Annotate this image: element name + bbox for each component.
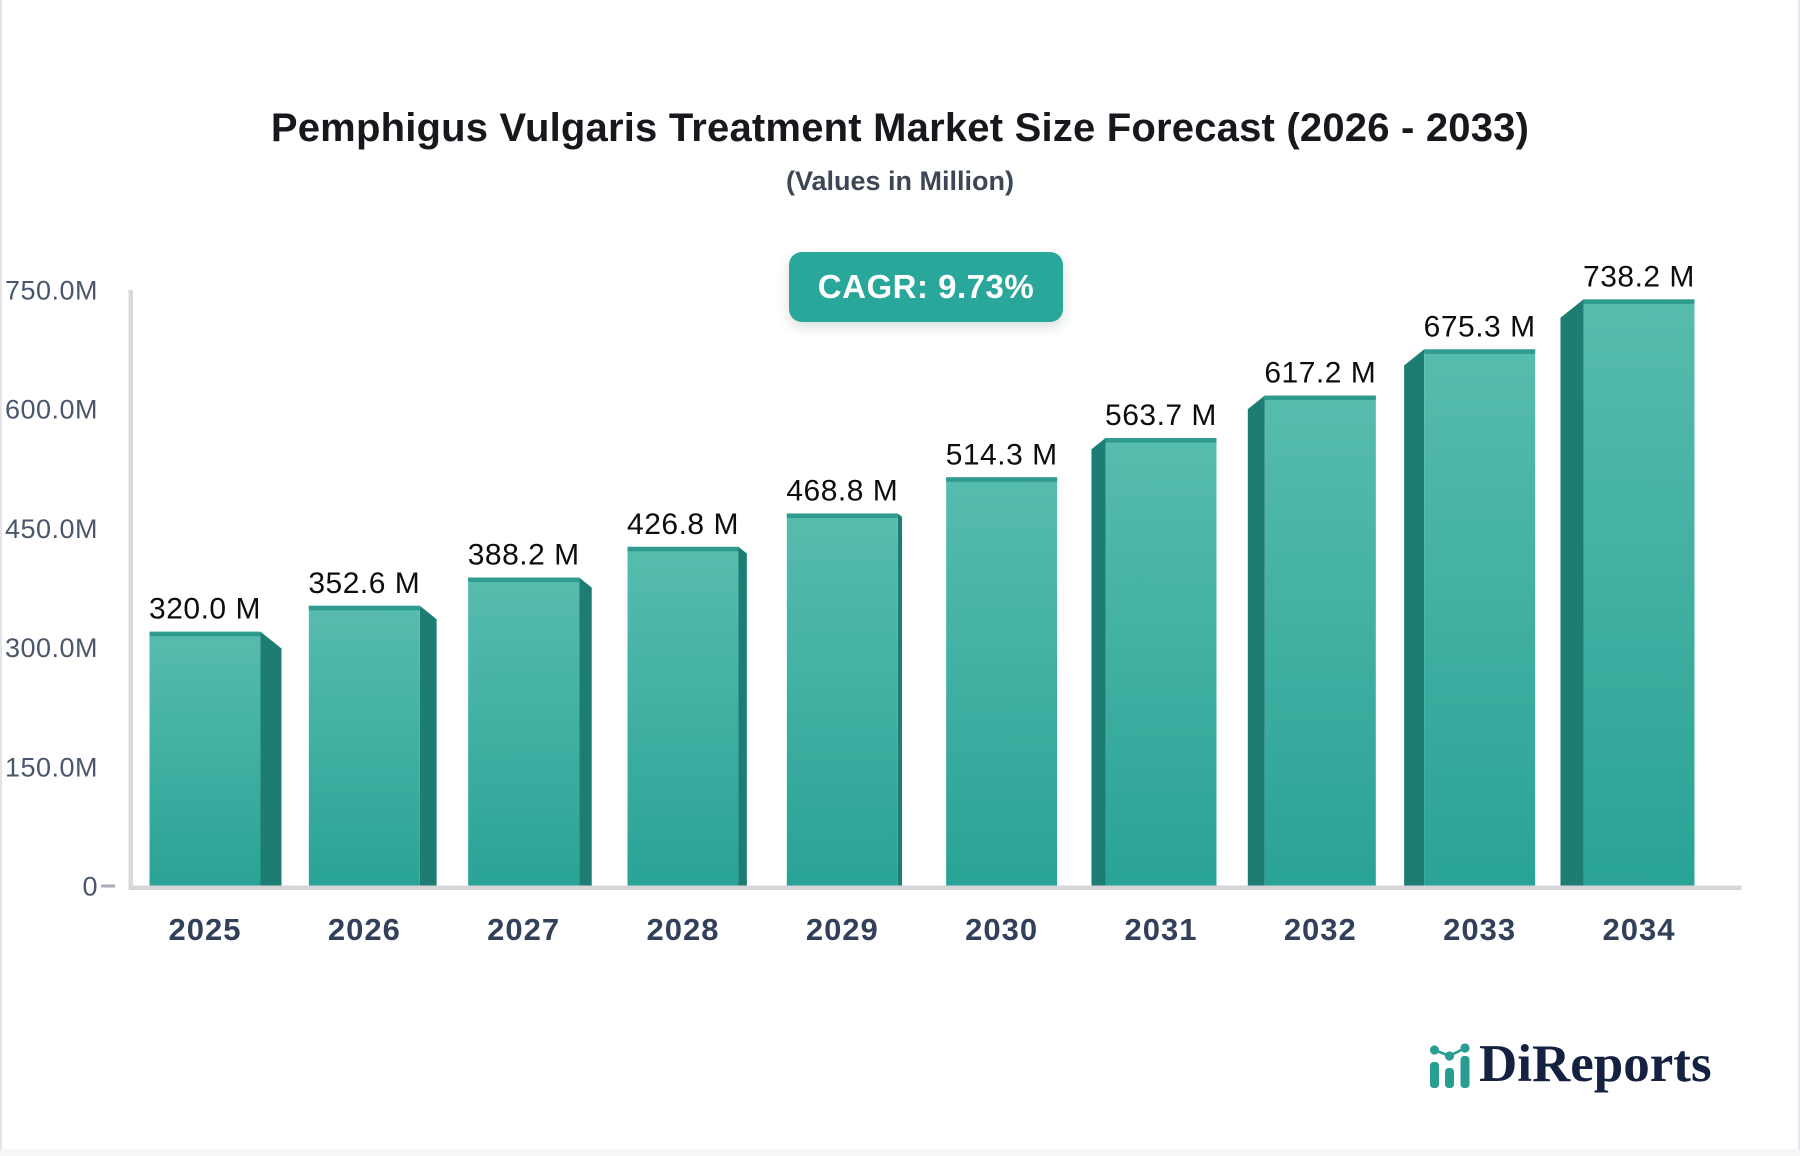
bar-2033: [1424, 349, 1536, 886]
bar-2030: [946, 477, 1058, 886]
xtick-label-2025: 2025: [169, 912, 242, 947]
value-label-2030: 514.3 M: [946, 438, 1058, 471]
direports-logo-text: DiReports: [1479, 1035, 1712, 1093]
bar-top-edge-2032: [1264, 395, 1376, 401]
bar-2034: [1583, 299, 1695, 886]
value-label-2034: 738.2 M: [1583, 260, 1695, 293]
x-axis-line: [128, 885, 1742, 890]
bar-2028: [627, 546, 739, 886]
xtick-label-2032: 2032: [1284, 912, 1357, 947]
bar-2032: [1264, 395, 1376, 886]
direports-logo-icon: [1429, 1043, 1470, 1088]
xtick-label-2029: 2029: [806, 912, 879, 947]
bar-2027: [468, 577, 580, 886]
page-subtitle: (Values in Million): [785, 166, 1015, 196]
bar-top-edge-2025: [149, 631, 261, 637]
page-title: Pemphigus Vulgaris Treatment Market Size…: [270, 106, 1530, 150]
xtick-label-2031: 2031: [1124, 912, 1197, 947]
xtick-label-2026: 2026: [328, 912, 401, 947]
bar-top-edge-2027: [468, 577, 580, 583]
bar-top-edge-2026: [308, 605, 420, 611]
value-label-2026: 352.6 M: [308, 567, 420, 600]
value-label-2028: 426.8 M: [627, 508, 739, 541]
bar-top-edge-2030: [946, 477, 1058, 482]
bar-2026: [308, 605, 420, 886]
value-label-2033: 675.3 M: [1424, 310, 1536, 343]
cagr-badge: CAGR: 9.73%: [789, 252, 1063, 322]
y-axis-line: [128, 290, 133, 890]
bar-side-2032: [1247, 395, 1265, 886]
xtick-label-2033: 2033: [1443, 912, 1516, 947]
value-label-2027: 388.2 M: [468, 539, 580, 572]
bar-top-edge-2031: [1105, 438, 1217, 443]
bar-2029: [786, 513, 898, 886]
value-label-2032: 617.2 M: [1264, 357, 1376, 390]
bar-2031: [1105, 438, 1217, 886]
ytick-label-750.0M: 750.0M: [5, 276, 98, 306]
value-label-2025: 320.0 M: [149, 593, 261, 626]
ytick-label-0: 0: [82, 872, 98, 902]
xtick-label-2027: 2027: [487, 912, 560, 947]
ytick-label-300.0M: 300.0M: [5, 633, 98, 663]
bar-side-2025: [260, 631, 282, 886]
direports-logo: DiReports: [1428, 1032, 1712, 1093]
bar-top-edge-2028: [627, 546, 739, 552]
zero-tick-mark: [101, 884, 115, 888]
bar-top-edge-2029: [786, 513, 898, 518]
bar-side-2027: [579, 577, 592, 886]
bar-side-2029: [897, 513, 903, 886]
bar-side-2033: [1404, 349, 1425, 886]
bottom-edge-strip: [0, 1149, 1800, 1156]
xtick-label-2034: 2034: [1602, 912, 1675, 947]
ytick-label-450.0M: 450.0M: [5, 514, 98, 544]
value-label-2031: 563.7 M: [1105, 399, 1217, 432]
bar-top-edge-2033: [1424, 349, 1536, 354]
xtick-label-2028: 2028: [647, 912, 720, 947]
bar-top-edge-2034: [1583, 299, 1695, 304]
xtick-label-2030: 2030: [965, 912, 1038, 947]
bar-side-2028: [738, 546, 747, 886]
bar-side-2026: [419, 605, 437, 886]
bar-2025: [149, 631, 261, 886]
ytick-label-150.0M: 150.0M: [5, 752, 98, 782]
value-label-2029: 468.8 M: [786, 474, 898, 507]
bar-side-2031: [1091, 438, 1106, 886]
ytick-label-600.0M: 600.0M: [5, 395, 98, 425]
bar-side-2034: [1560, 299, 1584, 886]
